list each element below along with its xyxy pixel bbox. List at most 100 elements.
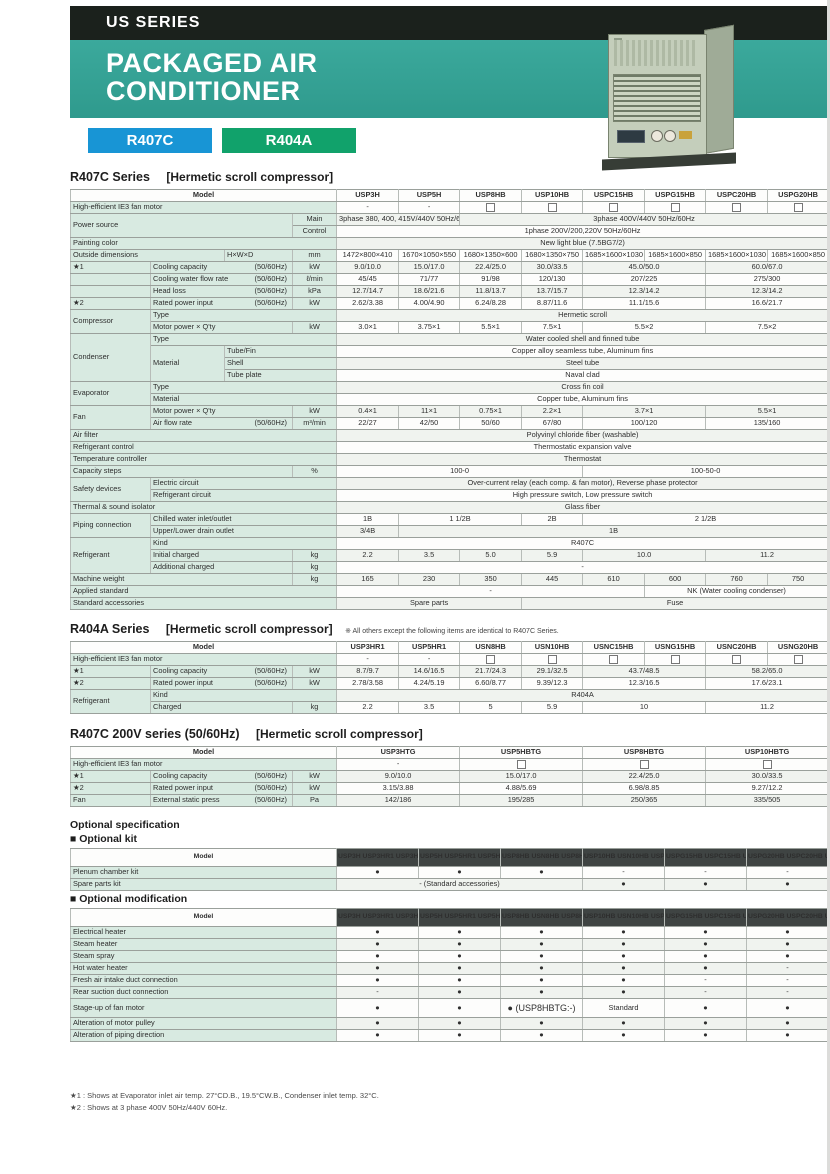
row-label: kW xyxy=(291,782,338,795)
value-cell: 1680×1350×600 xyxy=(459,249,523,262)
value-cell: 4.00/4.90 xyxy=(398,297,461,310)
column-header: Model xyxy=(69,641,338,654)
value-cell: 11.2 xyxy=(705,549,830,562)
option-checkbox-cell xyxy=(644,653,707,666)
column-header: USNC15HB xyxy=(582,641,646,654)
value-cell: 1685×1600×1030 xyxy=(705,249,769,262)
value-cell: 6.60/8.77 xyxy=(459,677,523,690)
option-checkbox-cell xyxy=(521,653,584,666)
value-cell: ● xyxy=(500,1029,583,1042)
row-label: Additional charged xyxy=(150,561,293,574)
section-bracket: [Hermetic scroll compressor] xyxy=(165,622,333,636)
r407c-series-table-mount: Model USP3H USP5H USP8HB USP10HB USPC15HB USPG… xyxy=(69,189,830,610)
row-label: kg xyxy=(291,561,338,574)
row-label: Plenum chamber kit xyxy=(70,866,337,879)
value-cell: R407C xyxy=(336,537,830,550)
value-cell: R404A xyxy=(336,689,830,702)
section-bracket: [Hermetic scroll compressor] xyxy=(166,170,334,184)
value-cell: - xyxy=(336,653,400,666)
row-label: Capacity steps xyxy=(70,465,293,478)
option-checkbox-cell xyxy=(459,758,584,771)
row-label: Painting color xyxy=(69,237,338,250)
row-label: Cooling capacity (50/60Hz) xyxy=(150,770,293,783)
row-label: Piping connection xyxy=(70,513,151,538)
value-cell: 3phase 380, 400, 415V/440V 50Hz/60Hz xyxy=(336,213,461,226)
row-label: Charged xyxy=(150,701,293,714)
optional-kit-heading: ■ Optional kit xyxy=(70,833,138,845)
row-label: Rated power input (50/60Hz) xyxy=(150,782,293,795)
table-row: Additional charged kg - xyxy=(71,561,830,574)
value-cell: ● xyxy=(500,974,583,987)
value-cell: ● xyxy=(500,926,583,939)
value-cell: 1670×1050×550 xyxy=(398,249,461,262)
value-cell: ● xyxy=(664,962,747,975)
row-label: External static press (50/60Hz) xyxy=(150,794,293,807)
header-row: Model USP3HR1 USP5HR1 USN8HB USN10HB USNC15HB… xyxy=(69,641,830,654)
option-checkbox-cell xyxy=(582,201,646,214)
product-photo-side xyxy=(704,24,734,154)
value-cell: ● xyxy=(746,878,829,891)
column-header: Model xyxy=(69,189,338,202)
column-header: USPG20HB USPC20HB USNG20HB USNC20HB xyxy=(746,848,829,867)
value-cell: ● xyxy=(582,950,665,963)
column-header: USP3H USP3HR1 USP3HTG xyxy=(336,908,419,927)
value-cell: 18.6/21.6 xyxy=(398,285,461,298)
value-cell: 5.9 xyxy=(521,701,584,714)
table-row: High-efficient IE3 fan motor - - xyxy=(69,201,830,214)
value-cell: 1472×800×410 xyxy=(336,249,400,262)
table-row: Steam heater ● ● ● ● ● ● xyxy=(70,938,829,951)
table-row: Refrigerant Kind R404A xyxy=(70,689,830,714)
value-cell: ● xyxy=(582,986,665,999)
row-label: ★1 xyxy=(70,261,151,274)
value-cell: 45/45 xyxy=(336,273,400,286)
t3-table: Model USP3HTG USP5HBTG USP8HBTG USP10HBTG Hig… xyxy=(69,746,830,807)
row-label: Kind xyxy=(149,689,338,702)
table-row: Charged kg 2.2 3.5 5 5.9 10 11.2 xyxy=(71,701,830,714)
value-cell: 71/77 xyxy=(398,273,461,286)
row-label: Steam spray xyxy=(70,950,337,963)
option-checkbox-cell xyxy=(767,201,830,214)
value-cell: ● xyxy=(664,950,747,963)
value-cell: ● xyxy=(418,938,501,951)
table-row: Outside dimensions H×W×D mm 1472×800×410 167… xyxy=(70,249,830,262)
refrigerant-badge-r407c: R407C xyxy=(88,128,212,153)
table-row: ★1 Cooling capacity (50/60Hz) kW 9.0/10.0 15.… xyxy=(70,261,830,274)
value-cell: 9.0/10.0 xyxy=(336,770,461,783)
table-row: Machine weight kg 165 230 350 445 610 600 760 750 xyxy=(70,573,830,586)
control-display xyxy=(617,130,645,143)
value-cell: 3.7×1 xyxy=(582,405,707,418)
checkbox-icon xyxy=(793,203,803,212)
product-photo-grille xyxy=(613,74,701,122)
table-row: Fan External static press (50/60Hz) Pa 142/1… xyxy=(70,794,830,807)
value-cell: ● xyxy=(500,938,583,951)
value-cell: - xyxy=(336,201,400,214)
column-header: USP10HB USN10HB USP10HBTG xyxy=(582,908,665,927)
row-label-condition: (50/60Hz) xyxy=(254,666,287,676)
value-cell: 2.78/3.58 xyxy=(336,677,400,690)
r404a-series-table-mount: Model USP3HR1 USP5HR1 USN8HB USN10HB USNC15HB… xyxy=(69,641,830,714)
value-cell: 5.9 xyxy=(521,549,584,562)
row-label: Motor power × Q'ty xyxy=(150,405,293,418)
option-checkbox-cell xyxy=(459,653,523,666)
row-label: kW xyxy=(291,770,338,783)
checkbox-icon xyxy=(793,655,803,664)
row-label: Electric circuit xyxy=(149,477,338,490)
value-cell: 4.24/5.19 xyxy=(398,677,461,690)
row-label: Compressor xyxy=(70,309,151,334)
row-label: Rated power input (50/60Hz) xyxy=(150,677,293,690)
value-cell: - xyxy=(336,986,419,999)
row-label: kg xyxy=(291,573,338,586)
row-label: ★2 xyxy=(70,677,151,690)
row-label: Power source xyxy=(70,213,293,238)
value-cell: 7.5×1 xyxy=(521,321,584,334)
value-cell: 11.2 xyxy=(705,701,830,714)
value-cell: 445 xyxy=(521,573,584,586)
row-label: Tube plate xyxy=(223,369,338,382)
table-row: Material Copper tube, Aluminum fins xyxy=(71,393,830,406)
value-cell: 67/80 xyxy=(521,417,584,430)
row-label: kW xyxy=(291,405,338,418)
value-cell: 5.0 xyxy=(459,549,523,562)
value-cell: 22/27 xyxy=(336,417,400,430)
